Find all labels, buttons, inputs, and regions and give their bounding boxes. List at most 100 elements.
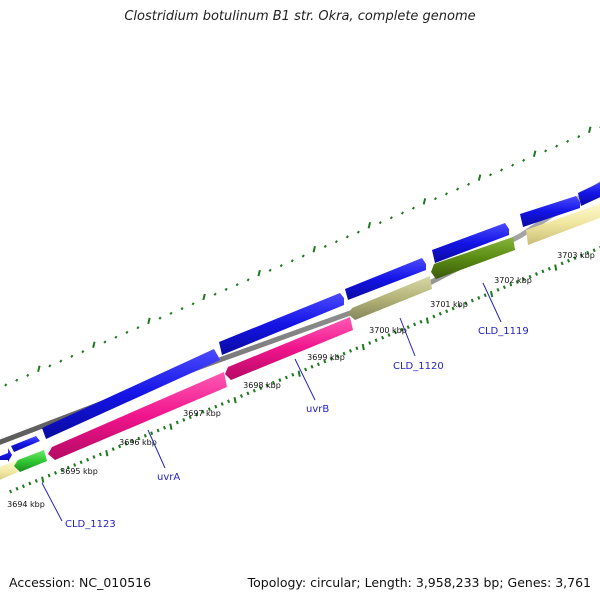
gene-forward-block xyxy=(432,223,509,263)
outer-minor-tick xyxy=(455,187,460,191)
scale-minor-tick xyxy=(150,431,154,436)
scale-minor-tick xyxy=(188,415,192,420)
outer-minor-tick xyxy=(169,311,173,315)
outer-minor-tick xyxy=(59,359,63,363)
scale-minor-tick xyxy=(111,447,115,451)
gene-forward-block xyxy=(520,196,580,227)
scale-minor-tick xyxy=(355,346,359,351)
scale-minor-tick xyxy=(342,351,346,356)
scale-label: 3698 kbp xyxy=(243,381,281,390)
outer-minor-tick xyxy=(522,158,526,162)
outer-minor-tick xyxy=(70,354,74,358)
scale-minor-tick xyxy=(143,433,147,438)
scale-minor-tick xyxy=(406,325,410,329)
reverse-strand-genes xyxy=(0,203,600,480)
gene-uvrA-shape xyxy=(48,372,227,460)
scale-minor-tick xyxy=(246,391,250,396)
scale-minor-tick xyxy=(21,484,25,489)
scale-minor-tick xyxy=(400,327,404,332)
outer-minor-tick xyxy=(268,268,272,272)
gene-forward-block xyxy=(42,349,220,439)
scale-minor-tick xyxy=(73,463,77,467)
outer-minor-tick xyxy=(389,216,393,220)
callout-line-CLD_1123 xyxy=(41,482,63,522)
scale-major-tick xyxy=(490,290,494,298)
scale-minor-tick xyxy=(438,311,442,316)
outer-tick-ruler xyxy=(4,126,600,387)
scale-minor-tick xyxy=(15,486,19,491)
scale-minor-tick xyxy=(323,359,327,364)
scale-minor-tick xyxy=(432,314,436,319)
outer-major-tick xyxy=(477,174,482,181)
scale-minor-tick xyxy=(387,333,391,337)
callout-line-CLD_1119 xyxy=(482,282,502,323)
outer-minor-tick xyxy=(15,378,19,382)
outer-minor-tick xyxy=(103,340,107,344)
scale-minor-tick xyxy=(348,349,353,353)
scale-minor-tick xyxy=(79,460,83,465)
scale-minor-tick xyxy=(586,250,590,255)
callout-line-uvrA xyxy=(147,429,166,469)
gene-forward-block xyxy=(345,258,426,300)
scale-minor-tick xyxy=(445,309,449,314)
scale-major-tick xyxy=(169,423,173,430)
outer-minor-tick xyxy=(26,373,30,377)
outer-major-tick xyxy=(367,222,372,229)
outer-minor-tick xyxy=(235,283,239,287)
scale-minor-tick xyxy=(265,383,269,388)
outer-minor-tick xyxy=(345,235,349,239)
gene-forward-block xyxy=(0,448,12,462)
forward-strand-genes xyxy=(0,182,600,462)
outer-minor-tick xyxy=(213,292,217,296)
outer-minor-tick xyxy=(114,335,118,339)
scale-label: 3701 kbp xyxy=(430,300,468,309)
scale-minor-tick xyxy=(28,481,32,486)
scale-minor-tick xyxy=(573,256,577,260)
gene-label-CLD_1120: CLD_1120 xyxy=(393,361,444,372)
scale-minor-tick xyxy=(336,354,340,359)
scale-minor-tick xyxy=(130,439,134,443)
scale-minor-tick xyxy=(175,420,179,425)
outer-major-tick xyxy=(37,365,41,372)
outer-minor-tick xyxy=(323,244,327,248)
scale-minor-tick xyxy=(457,303,462,308)
gene-label-uvrB: uvrB xyxy=(306,404,329,415)
outer-minor-tick xyxy=(290,259,294,263)
scale-major-tick xyxy=(297,370,301,377)
scale-minor-tick xyxy=(528,274,532,279)
gene-CLD_1120-shape xyxy=(348,276,432,320)
scale-minor-tick xyxy=(47,473,51,478)
scale-minor-tick xyxy=(477,296,481,300)
scale-minor-tick xyxy=(227,399,231,404)
scale-major-tick xyxy=(105,450,109,457)
scale-minor-tick xyxy=(496,288,500,292)
outer-minor-tick xyxy=(577,135,581,139)
outer-minor-tick xyxy=(444,192,449,196)
outer-minor-tick xyxy=(224,287,228,291)
scale-minor-tick xyxy=(239,394,244,398)
outer-major-tick xyxy=(147,317,151,325)
scale-minor-tick xyxy=(509,282,513,287)
outer-minor-tick xyxy=(356,230,360,234)
accession-label: Accession: NC_010516 xyxy=(9,575,152,590)
outer-minor-tick xyxy=(400,211,405,215)
scale-minor-tick xyxy=(374,338,378,343)
scale-label: 3697 kbp xyxy=(183,409,221,418)
map-title: Clostridium botulinum B1 str. Okra, comp… xyxy=(124,9,476,24)
outer-minor-tick xyxy=(4,383,8,387)
scale-minor-tick xyxy=(413,322,417,327)
callout-line-uvrB xyxy=(294,358,316,401)
gene-forward-block xyxy=(578,182,600,206)
scale-minor-tick xyxy=(34,479,38,483)
scale-minor-tick xyxy=(579,253,583,258)
outer-minor-tick xyxy=(555,144,559,148)
scale-minor-tick xyxy=(259,386,263,390)
scale-minor-tick xyxy=(451,306,455,311)
gene-label-CLD_1119: CLD_1119 xyxy=(478,326,529,337)
scale-minor-tick xyxy=(381,335,385,340)
scale-minor-tick xyxy=(566,258,571,263)
scale-major-tick xyxy=(425,317,429,324)
scale-minor-tick xyxy=(464,301,468,306)
outer-minor-tick xyxy=(136,326,140,330)
